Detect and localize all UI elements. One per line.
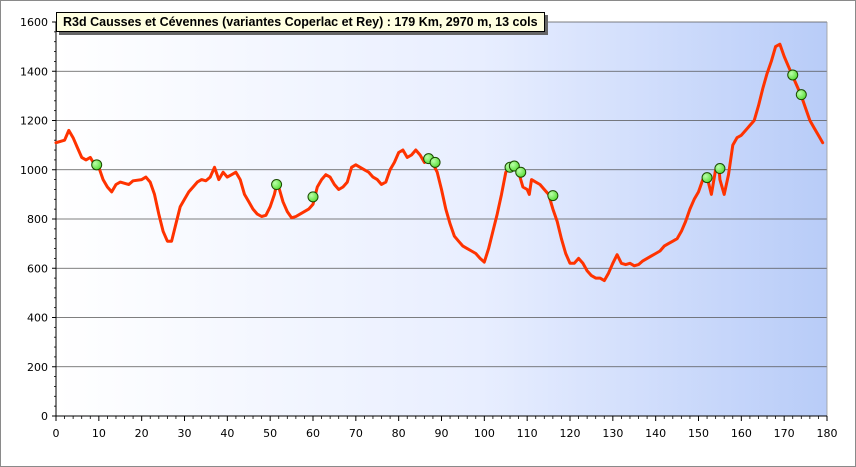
x-tick-label-60: 60 [306, 427, 320, 440]
y-tick-label-200: 200 [27, 361, 48, 374]
x-tick-label-170: 170 [774, 427, 795, 440]
col-marker-8 [515, 166, 527, 178]
col-markers [91, 69, 807, 203]
y-tick-label-400: 400 [27, 312, 48, 325]
col-marker-11 [714, 163, 726, 175]
chart-title: R3d Causses et Cévennes (variantes Coper… [56, 12, 545, 32]
col-marker-2 [271, 179, 283, 191]
x-tick-label-180: 180 [817, 427, 838, 440]
x-tick-label-80: 80 [392, 427, 406, 440]
elevation-line [54, 42, 825, 283]
y-tick-label-600: 600 [27, 262, 48, 275]
x-tick-label-90: 90 [435, 427, 449, 440]
x-tick-label-10: 10 [92, 427, 106, 440]
y-tick-label-0: 0 [41, 410, 48, 423]
x-axis: 0 10 20 30 40 50 60 70 80 90 100 110 120 130 140 150 160… [53, 415, 838, 440]
x-tick-label-120: 120 [560, 427, 581, 440]
x-tick-label-0: 0 [53, 427, 60, 440]
y-axis: 0 200 400 600 800 1000 1200 1400 1600 [20, 16, 57, 423]
x-tick-label-50: 50 [263, 427, 277, 440]
grid-lines [56, 21, 828, 417]
col-marker-10 [701, 172, 713, 184]
col-marker-1 [91, 159, 103, 171]
y-tick-label-1400: 1400 [20, 65, 48, 78]
x-tick-label-150: 150 [688, 427, 709, 440]
y-tick-label-1600: 1600 [20, 16, 48, 29]
col-marker-12 [787, 69, 799, 81]
x-tick-label-70: 70 [349, 427, 363, 440]
x-tick-label-140: 140 [645, 427, 666, 440]
x-tick-label-130: 130 [602, 427, 623, 440]
y-tick-label-1000: 1000 [20, 164, 48, 177]
x-tick-label-160: 160 [731, 427, 752, 440]
col-marker-13 [795, 89, 807, 101]
x-tick-label-100: 100 [474, 427, 495, 440]
x-tick-label-110: 110 [517, 427, 538, 440]
col-marker-9 [547, 190, 559, 202]
y-tick-label-1200: 1200 [20, 115, 48, 128]
elevation-series [54, 42, 825, 283]
x-tick-label-20: 20 [135, 427, 149, 440]
y-tick-label-800: 800 [27, 213, 48, 226]
x-tick-label-40: 40 [220, 427, 234, 440]
x-tick-label-30: 30 [178, 427, 192, 440]
col-marker-3 [307, 191, 319, 203]
col-marker-5 [429, 156, 441, 168]
